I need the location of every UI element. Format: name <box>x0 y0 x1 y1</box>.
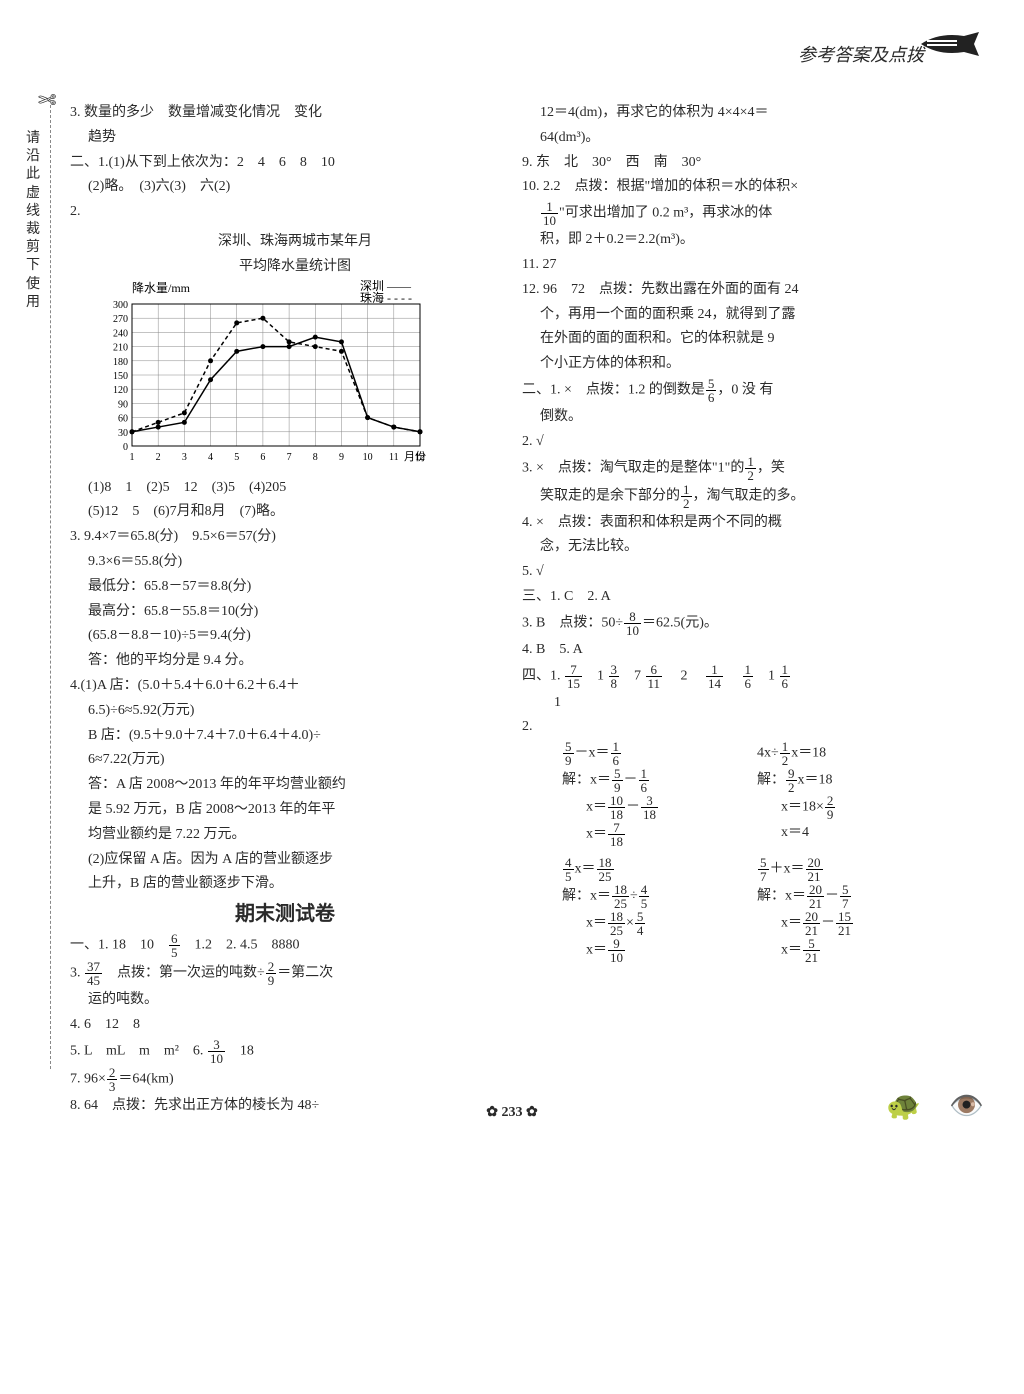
svg-text:月份: 月份 <box>404 450 426 463</box>
text-line: 倒数。 <box>522 405 952 429</box>
chart-subtitle: 平均降水量统计图 <box>90 255 500 279</box>
text-line: 3. 3745 点拨：第一次运的吨数÷29＝第二次 <box>70 960 500 987</box>
left-column: 3. 数量的多少 数量增减变化情况 变化 趋势 二、1.(1)从下到上依次为：2… <box>70 100 500 1119</box>
text-line: 4. × 点拨：表面积和体积是两个不同的概 <box>522 511 952 535</box>
svg-text:300: 300 <box>113 300 128 311</box>
text-line: 9. 东 北 30° 西 南 30° <box>522 151 952 175</box>
text-line: 四、1. 715 1 38 7 611 2 114 16 1 16 <box>522 663 952 690</box>
chart-title: 深圳、珠海两城市某年月 <box>90 230 500 254</box>
svg-text:0: 0 <box>123 442 128 453</box>
text-line: 上升，B 店的营业额逐步下滑。 <box>70 872 500 896</box>
svg-text:3: 3 <box>182 452 187 463</box>
svg-text:180: 180 <box>113 356 128 367</box>
text-line: 11. 27 <box>522 253 952 277</box>
text-line: 最低分：65.8－57＝8.8(分) <box>70 575 500 599</box>
text-line: 4.(1)A 店：(5.0＋5.4＋6.0＋6.2＋6.4＋ <box>70 674 500 698</box>
svg-text:珠海 - - - -: 珠海 - - - - <box>360 290 412 305</box>
text-line: 个小正方体的体积和。 <box>522 352 952 376</box>
text-line: 7. 96×23＝64(km) <box>70 1066 500 1093</box>
text-line: 一、1. 18 10 65 1.2 2. 4.5 8880 <box>70 932 500 959</box>
svg-text:2: 2 <box>156 452 161 463</box>
turtle-icon: 🐢 👁️ <box>886 1083 984 1131</box>
text-line: 运的吨数。 <box>70 988 500 1012</box>
text-line: (2)应保留 A 店。因为 A 店的营业额逐步 <box>70 848 500 872</box>
text-line: 三、1. C 2. A <box>522 585 952 609</box>
text-line: (65.8－8.8－10)÷5＝9.4(分) <box>70 624 500 648</box>
svg-text:9: 9 <box>339 452 344 463</box>
text-line: 二、1. × 点拨：1.2 的倒数是56，0 没 有 <box>522 377 952 404</box>
side-instruction: 请沿此虚线裁剪下使用 <box>25 130 41 312</box>
right-column: 12＝4(dm)，再求它的体积为 4×4×4＝ 64(dm³)。 9. 东 北 … <box>522 100 952 1119</box>
rainfall-chart: 深圳、珠海两城市某年月 平均降水量统计图 降水量/mm深圳 ——珠海 - - -… <box>90 230 500 470</box>
svg-text:150: 150 <box>113 371 128 382</box>
svg-text:10: 10 <box>363 452 373 463</box>
text-line: 12＝4(dm)，再求它的体积为 4×4×4＝ <box>522 101 952 125</box>
text-line: 念，无法比较。 <box>522 535 952 559</box>
text-line: 个，再用一个面的面积乘 24，就得到了露 <box>522 303 952 327</box>
svg-text:4: 4 <box>208 452 213 463</box>
text-line: 是 5.92 万元，B 店 2008～2013 年的年平 <box>70 798 500 822</box>
text-line: 趋势 <box>70 126 500 150</box>
text-line: 5. L mL m m² 6. 310 18 <box>70 1038 500 1065</box>
text-line: 3. 数量的多少 数量增减变化情况 变化 <box>70 101 500 125</box>
page: ✄ 请沿此虚线裁剪下使用 参考答案及点拨 3. 数量的多少 数量增减变化情况 变… <box>0 0 1024 1149</box>
chart-svg: 降水量/mm深圳 ——珠海 - - - -0306090120150180210… <box>90 280 430 470</box>
text-line: (5)12 5 (6)7月和8月 (7)略。 <box>70 500 500 524</box>
page-header: 参考答案及点拨 <box>798 40 924 71</box>
exam-title: 期末测试卷 <box>70 897 500 931</box>
cut-line <box>50 100 52 1069</box>
text-line: 笑取走的是余下部分的12，淘气取走的多。 <box>522 483 952 510</box>
svg-text:240: 240 <box>113 328 128 339</box>
text-line: 1 <box>522 691 952 715</box>
text-line: 在外面的面的面积和。它的体积就是 9 <box>522 327 952 351</box>
text-line: 2. √ <box>522 430 952 454</box>
svg-text:降水量/mm: 降水量/mm <box>132 281 191 295</box>
text-line: 最高分：65.8－55.8＝10(分) <box>70 600 500 624</box>
text-line: 2. <box>70 200 500 224</box>
svg-text:90: 90 <box>118 399 128 410</box>
text-line: 二、1.(1)从下到上依次为：2 4 6 8 10 <box>70 151 500 175</box>
text-line: 积，即 2＋0.2＝2.2(m³)。 <box>522 228 952 252</box>
text-line: 答：A 店 2008～2013 年的年平均营业额约 <box>70 773 500 797</box>
fish-icon <box>919 30 989 58</box>
page-number: ✿ 233 ✿ <box>0 1101 1024 1125</box>
text-line: 5. √ <box>522 560 952 584</box>
scissors-icon: ✄ <box>38 80 56 117</box>
svg-text:11: 11 <box>389 452 399 463</box>
text-line: 4. 6 12 8 <box>70 1013 500 1037</box>
svg-text:5: 5 <box>234 452 239 463</box>
svg-text:30: 30 <box>118 427 128 438</box>
text-line: 6.5)÷6≈5.92(万元) <box>70 699 500 723</box>
text-line: (1)8 1 (2)5 12 (3)5 (4)205 <box>70 476 500 500</box>
svg-text:60: 60 <box>118 413 128 424</box>
text-line: 2. <box>522 715 952 739</box>
svg-text:120: 120 <box>113 385 128 396</box>
text-line: 6≈7.22(万元) <box>70 748 500 772</box>
text-line: 9.3×6＝55.8(分) <box>70 550 500 574</box>
text-line: 3. × 点拨：淘气取走的是整体"1"的12，笑 <box>522 455 952 482</box>
svg-text:1: 1 <box>130 452 135 463</box>
svg-text:210: 210 <box>113 342 128 353</box>
text-line: 3. B 点拨：50÷810＝62.5(元)。 <box>522 610 952 637</box>
text-line: 12. 96 72 点拨：先数出露在外面的面有 24 <box>522 278 952 302</box>
text-line: 10. 2.2 点拨：根据"增加的体积＝水的体积× <box>522 175 952 199</box>
text-line: 64(dm³)。 <box>522 126 952 150</box>
text-line: 110"可求出增加了 0.2 m³，再求冰的体 <box>522 200 952 227</box>
svg-text:6: 6 <box>260 452 265 463</box>
text-line: 3. 9.4×7＝65.8(分) 9.5×6＝57(分) <box>70 525 500 549</box>
text-line: B 店：(9.5＋9.0＋7.4＋7.0＋6.4＋4.0)÷ <box>70 724 500 748</box>
svg-text:8: 8 <box>313 452 318 463</box>
text-line: 4. B 5. A <box>522 638 952 662</box>
text-line: 答：他的平均分是 9.4 分。 <box>70 649 500 673</box>
svg-text:7: 7 <box>287 452 292 463</box>
text-line: 均营业额约是 7.22 万元。 <box>70 823 500 847</box>
svg-text:270: 270 <box>113 314 128 325</box>
equation-block: 59－x＝16 4x÷12x＝18 解：x＝59－16 解：92x＝18 x＝1… <box>562 740 952 964</box>
text-line: (2)略。 (3)六(3) 六(2) <box>70 175 500 199</box>
